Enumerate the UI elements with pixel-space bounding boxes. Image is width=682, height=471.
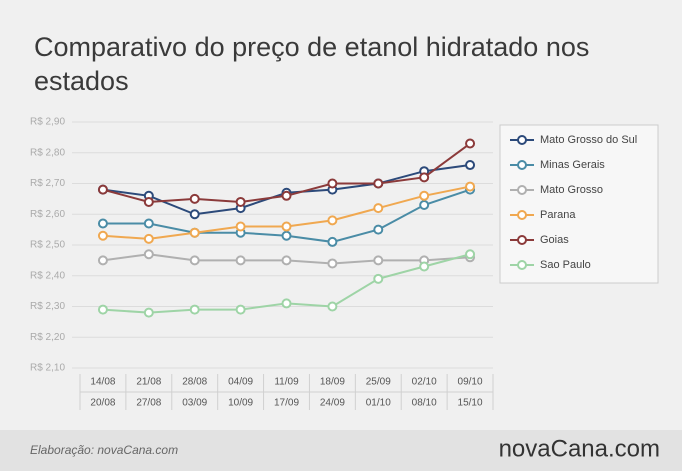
data-point: [97, 184, 108, 195]
y-tick-label: R$ 2,10: [30, 363, 65, 374]
data-point: [281, 255, 292, 266]
data-point: [143, 218, 154, 229]
y-tick-label: R$ 2,40: [30, 270, 65, 281]
legend-label: Parana: [540, 209, 576, 221]
y-tick-label: R$ 2,70: [30, 178, 65, 189]
legend-marker: [517, 260, 527, 270]
data-point: [465, 181, 476, 192]
data-point: [281, 190, 292, 201]
data-point: [465, 160, 476, 171]
x-tick-label: 03/09: [182, 398, 207, 409]
data-point: [373, 255, 384, 266]
data-point: [97, 230, 108, 241]
data-point: [327, 301, 338, 312]
data-point: [281, 221, 292, 232]
data-point: [327, 215, 338, 226]
data-point: [419, 261, 430, 272]
x-tick-label: 27/08: [136, 398, 161, 409]
legend-label: Goias: [540, 234, 569, 246]
data-point: [143, 249, 154, 260]
data-point: [143, 196, 154, 207]
credit: Elaboração: novaCana.com: [30, 443, 178, 457]
x-tick-label: 09/10: [458, 377, 483, 388]
x-tick-label: 28/08: [182, 377, 207, 388]
x-tick-label: 21/08: [136, 377, 161, 388]
data-point: [143, 307, 154, 318]
x-tick-label: 20/08: [90, 398, 115, 409]
data-point: [235, 196, 246, 207]
data-point: [235, 304, 246, 315]
x-tick-label: 04/09: [228, 377, 253, 388]
legend-marker: [517, 160, 527, 170]
x-tick-label: 17/09: [274, 398, 299, 409]
data-point: [189, 255, 200, 266]
x-tick-label: 15/10: [458, 398, 483, 409]
data-point: [189, 193, 200, 204]
legend-marker: [517, 135, 527, 145]
y-tick-label: R$ 2,20: [30, 332, 65, 343]
x-tick-label: 11/09: [274, 377, 299, 388]
y-tick-label: R$ 2,80: [30, 147, 65, 158]
data-point: [235, 221, 246, 232]
data-point: [189, 304, 200, 315]
y-tick-label: R$ 2,90: [30, 117, 65, 128]
data-point: [373, 203, 384, 214]
x-tick-label: 01/10: [366, 398, 391, 409]
y-tick-label: R$ 2,30: [30, 301, 65, 312]
legend-label: Mato Grosso: [540, 184, 603, 196]
data-point: [281, 298, 292, 309]
y-tick-label: R$ 2,60: [30, 209, 65, 220]
data-point: [419, 200, 430, 211]
data-point: [143, 233, 154, 244]
legend-box: [499, 124, 659, 284]
legend-marker: [517, 210, 527, 220]
data-point: [327, 258, 338, 269]
legend-label: Sao Paulo: [540, 259, 591, 271]
legend-marker: [517, 185, 527, 195]
data-point: [327, 178, 338, 189]
x-tick-label: 08/10: [412, 398, 437, 409]
data-point: [373, 273, 384, 284]
data-point: [189, 209, 200, 220]
footer-band: [0, 430, 682, 471]
data-point: [465, 138, 476, 149]
x-tick-label: 10/09: [228, 398, 253, 409]
data-point: [97, 255, 108, 266]
legend-label: Mato Grosso do Sul: [540, 134, 637, 146]
data-point: [465, 249, 476, 260]
x-tick-label: 18/09: [320, 377, 345, 388]
data-point: [419, 190, 430, 201]
x-tick-label: 25/09: [366, 377, 391, 388]
x-tick-label: 24/09: [320, 398, 345, 409]
data-point: [281, 230, 292, 241]
x-tick-label: 14/08: [90, 377, 115, 388]
data-point: [373, 224, 384, 235]
data-point: [97, 218, 108, 229]
logo: novaCana.com: [499, 435, 660, 462]
data-point: [373, 178, 384, 189]
data-point: [235, 255, 246, 266]
data-point: [327, 236, 338, 247]
y-tick-label: R$ 2,50: [30, 240, 65, 251]
x-tick-label: 02/10: [412, 377, 437, 388]
legend-label: Minas Gerais: [540, 159, 605, 171]
legend-marker: [517, 235, 527, 245]
data-point: [189, 227, 200, 238]
chart-title: Comparativo do preço de etanol hidratado…: [34, 32, 590, 96]
data-point: [419, 172, 430, 183]
data-point: [97, 304, 108, 315]
